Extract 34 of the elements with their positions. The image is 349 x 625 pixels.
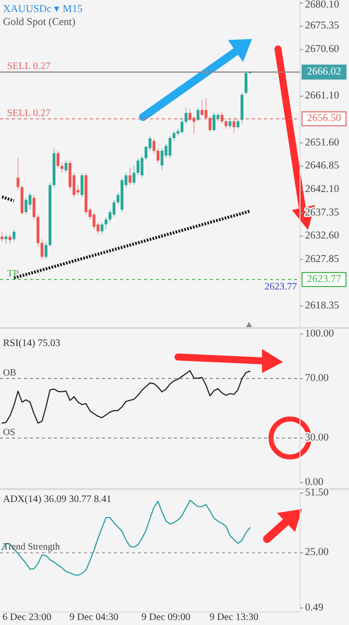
x-tick-label: 9 Dec 13:30 xyxy=(210,612,258,623)
y-tick-label: 25.00 xyxy=(305,547,329,558)
text: Gold Spot (Cent) xyxy=(3,17,76,28)
ref-line-label: OS xyxy=(3,428,16,438)
y-tick-label: 2642.10 xyxy=(305,184,340,195)
annotation: 2623.77 xyxy=(264,282,297,293)
ref-line-label: SELL 0.27 xyxy=(7,61,51,72)
line-series xyxy=(1,370,251,424)
y-tick-label: 70.00 xyxy=(305,373,329,384)
chart-title: ADX(14) 36.09 30.77 8.41 xyxy=(3,494,112,505)
y-tick-label: 2680.10 xyxy=(305,0,340,10)
chart-title: XAUUSDc ▾ M15 xyxy=(3,4,82,15)
y-tick-label: 2675.35 xyxy=(305,20,340,32)
ref-line-label: TP xyxy=(7,268,20,280)
y-tick-label: 2656.50 xyxy=(306,113,342,124)
ref-line-label: OB xyxy=(3,368,16,379)
y-tick-label: 2646.85 xyxy=(305,160,340,172)
ref-line-label: SELL 0.27 xyxy=(7,108,51,119)
y-tick-label: 0.00 xyxy=(305,477,324,488)
y-tick-label: 51.50 xyxy=(305,487,329,498)
y-tick-label: 2670.60 xyxy=(305,44,340,55)
y-tick-label: 2661.10 xyxy=(305,90,340,102)
x-tick-label: 6 Dec 23:00 xyxy=(2,612,52,623)
chart-title: RSI(14) 75.03 xyxy=(3,338,60,349)
y-tick-label: 2651.60 xyxy=(305,137,340,148)
y-tick-label: 2632.60 xyxy=(305,230,340,242)
y-tick-label: 100.00 xyxy=(305,328,334,340)
x-tick-label: 9 Dec 09:00 xyxy=(142,612,190,623)
x-tick-label: 9 Dec 04:30 xyxy=(70,612,118,623)
y-tick-label: 2618.35 xyxy=(305,300,340,312)
y-tick-label: 2623.77 xyxy=(306,274,342,285)
y-tick-label: 0.49 xyxy=(305,602,324,614)
y-tick-label: 2666.02 xyxy=(306,66,342,78)
y-tick-label: 2627.85 xyxy=(305,254,340,265)
